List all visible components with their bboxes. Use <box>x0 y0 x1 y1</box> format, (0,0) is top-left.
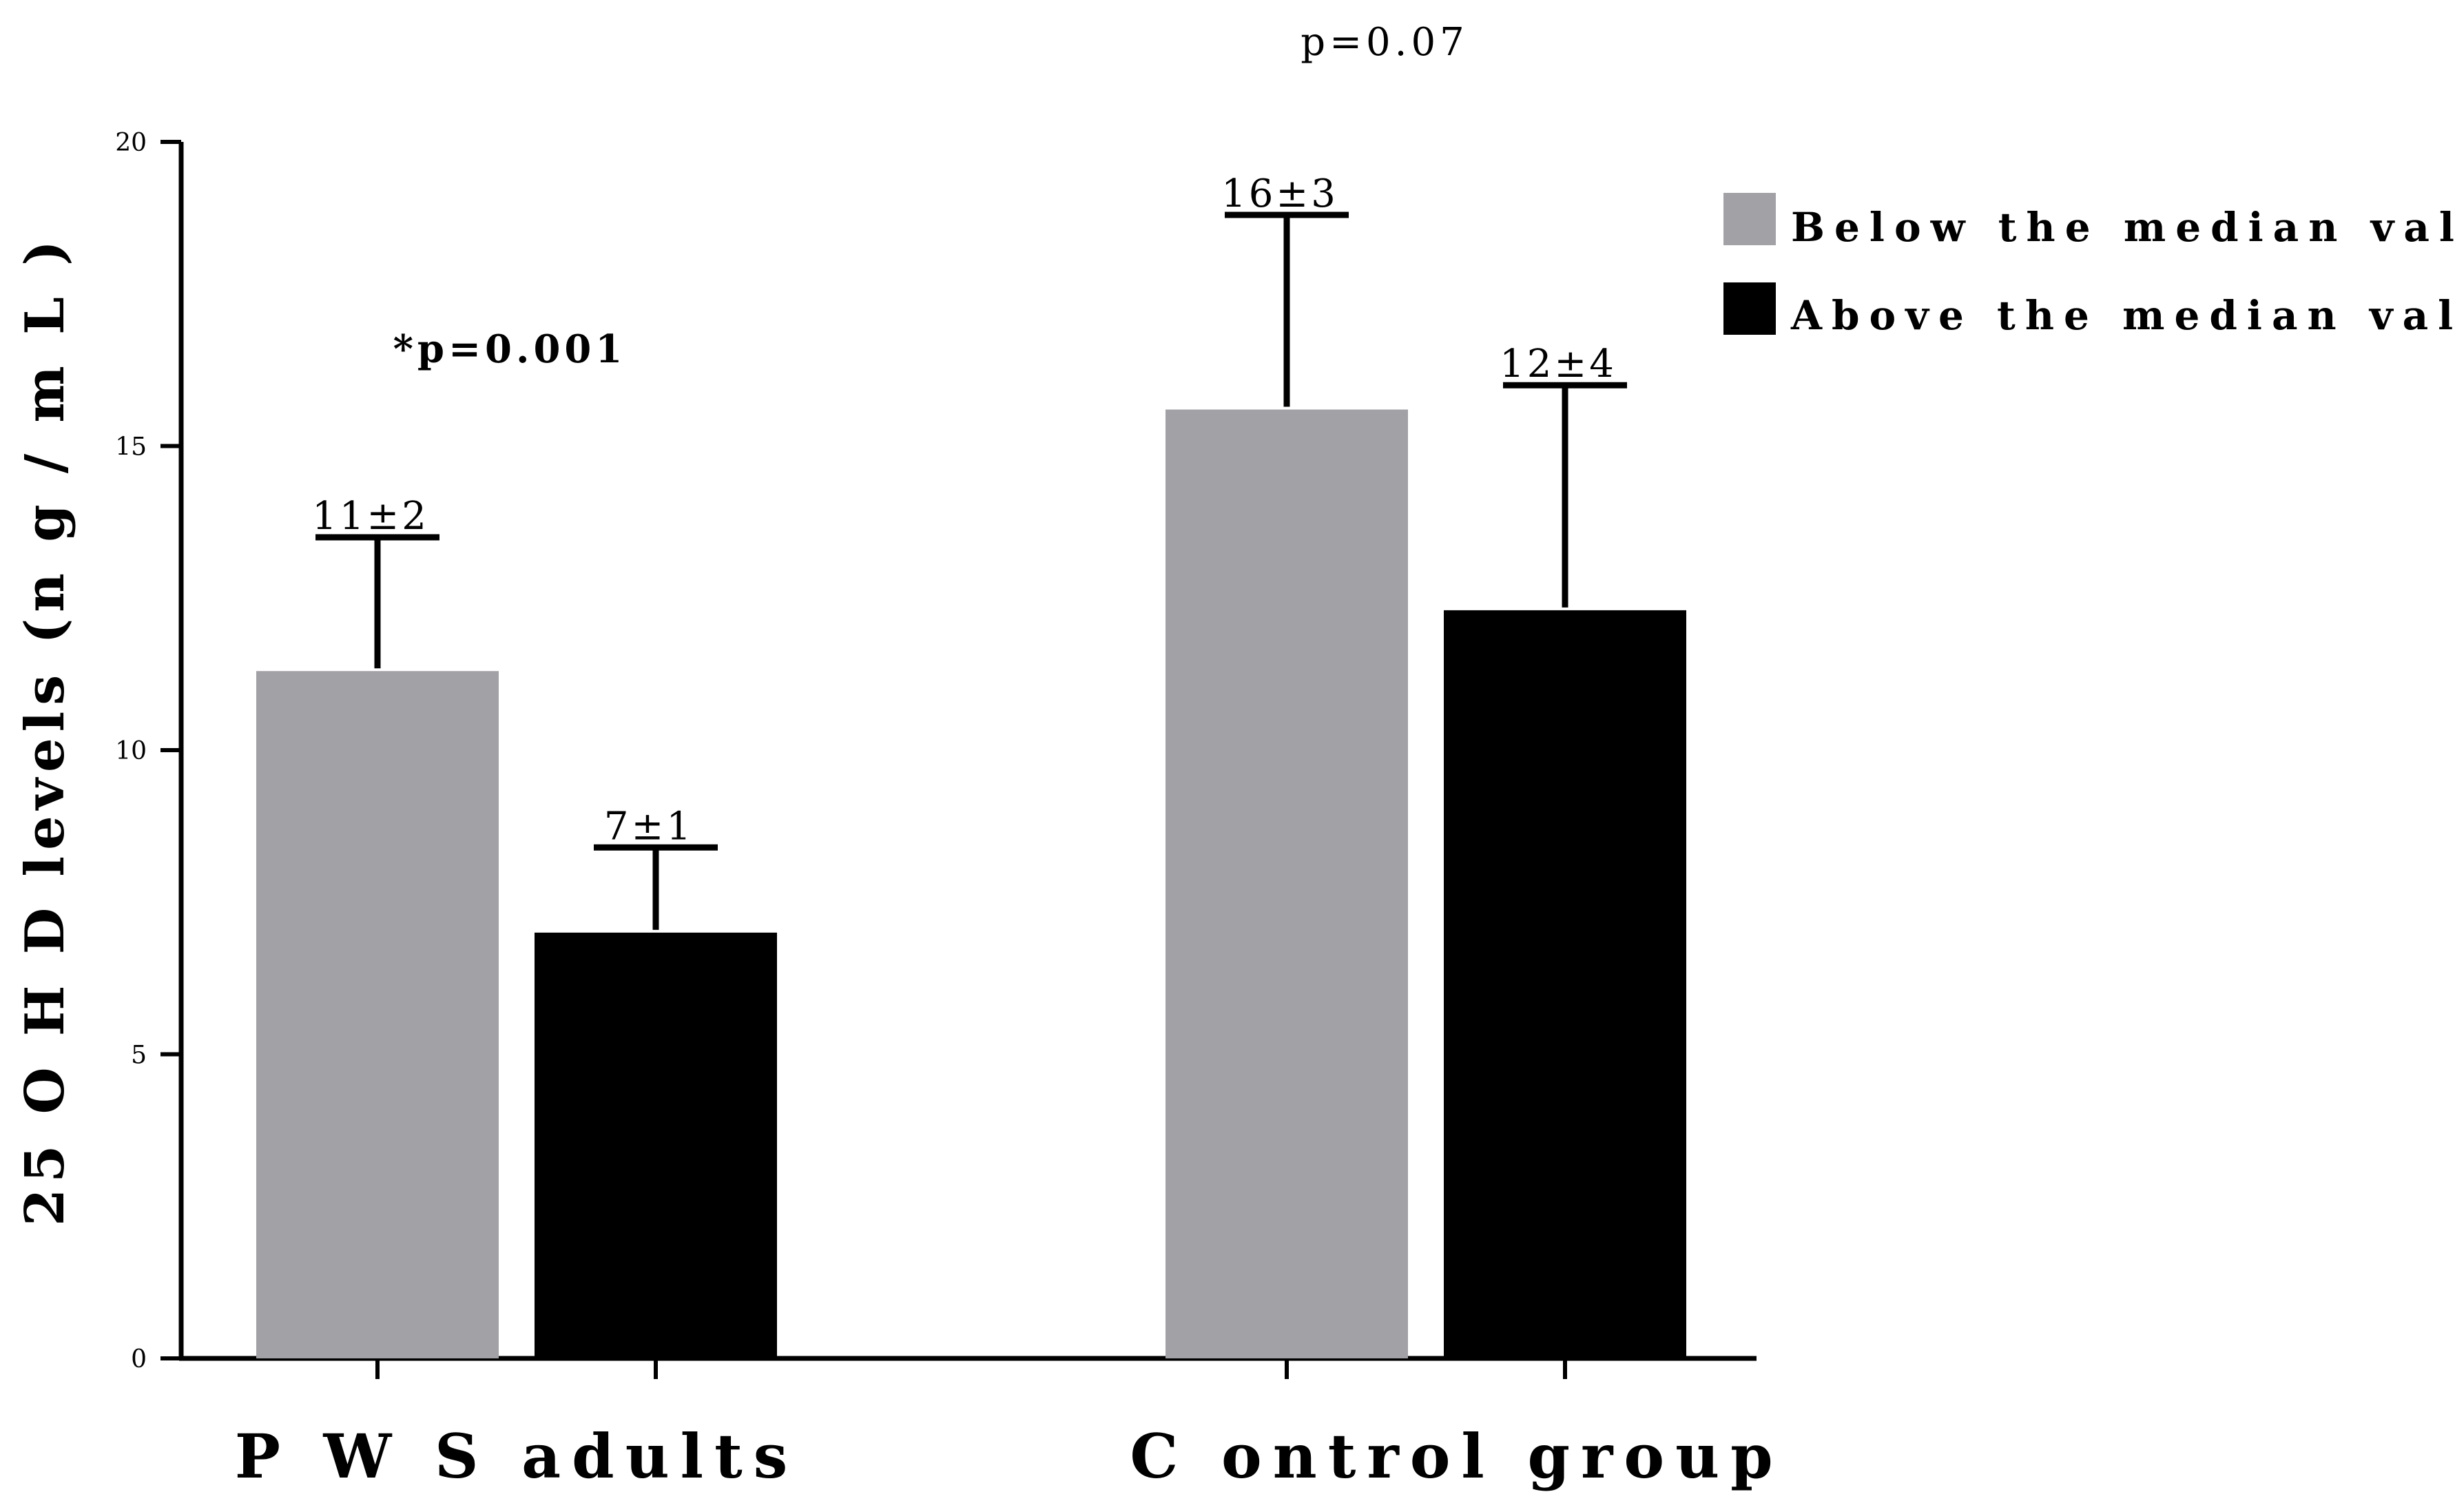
annotation-pws-pvalue: *p=0.001 <box>393 327 627 372</box>
legend-swatch-above <box>1723 282 1776 335</box>
y-tick-label: 20 <box>115 129 147 157</box>
data-label: 7±1 <box>604 804 694 849</box>
error-bars <box>315 211 1627 930</box>
bar <box>256 671 499 1358</box>
legend-label-below: Below the median value <box>1791 204 2455 251</box>
bar <box>1166 409 1408 1358</box>
y-tick-label: 10 <box>115 737 147 765</box>
data-label: 11±2 <box>312 494 429 539</box>
data-label: 12±4 <box>1500 342 1617 386</box>
category-label-pws-adults: P W S adults <box>235 1420 799 1492</box>
bar <box>1444 610 1686 1359</box>
category-label-control-group: C ontrol group <box>1130 1420 1783 1492</box>
y-tick-label: 0 <box>131 1345 147 1374</box>
annotation-control-pvalue: p=0.07 <box>1301 20 1468 65</box>
y-tick-label: 15 <box>115 433 147 462</box>
legend-swatch-below <box>1723 193 1776 245</box>
bars <box>256 409 1686 1359</box>
data-label: 16±3 <box>1221 172 1338 216</box>
legend-label-above: Above the median value <box>1790 292 2455 339</box>
y-axis-title: 25 O H D levels (n g / m L ) <box>14 234 76 1226</box>
data-labels: 11±2 7±1 16±3 12±4 <box>312 172 1617 849</box>
y-tick-label: 5 <box>131 1042 147 1070</box>
bar <box>535 932 777 1358</box>
